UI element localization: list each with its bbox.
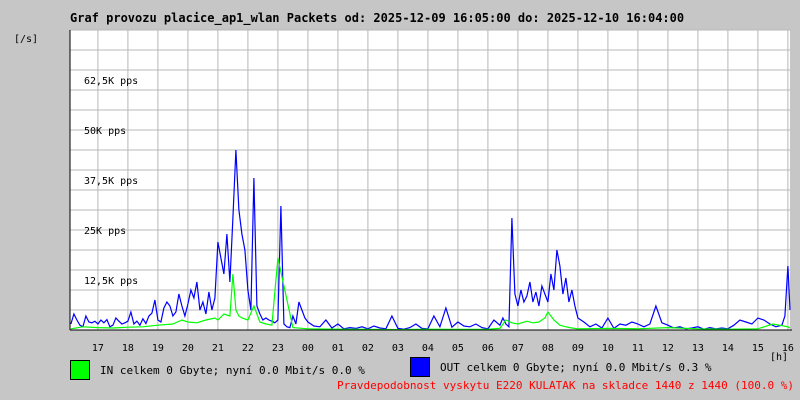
x-tick-label: 21: [212, 343, 224, 354]
x-tick-label: 02: [362, 343, 374, 354]
series-line-out: [70, 149, 791, 330]
legend-in: IN celkem 0 Gbyte; nyní 0.0 Mbit/s 0.0 %: [70, 359, 365, 381]
y-axis-label: [/s]: [14, 34, 38, 45]
x-tick-label: 06: [482, 343, 494, 354]
x-axis-label: [h]: [770, 352, 788, 363]
x-tick-label: 20: [182, 343, 194, 354]
x-tick-label: 16: [782, 343, 794, 354]
x-tick-label: 17: [92, 343, 104, 354]
x-tick-label: 13: [692, 343, 704, 354]
x-tick-label: 15: [752, 343, 764, 354]
y-tick-label: 25K pps: [84, 226, 126, 237]
series-layer: [70, 149, 791, 331]
y-tick-label: 62,5K pps: [84, 76, 138, 87]
x-tick-label: 12: [662, 343, 674, 354]
legend-out: OUT celkem 0 Gbyte; nyní 0.0 Mbit/s 0.3 …: [410, 356, 712, 378]
legend-in-swatch: [70, 360, 90, 380]
grid-lines: [70, 29, 790, 330]
x-tick-label: 04: [422, 343, 434, 354]
y-tick-label: 12,5K pps: [84, 276, 138, 287]
x-tick-labels: 17 18 19 20 21 22 23 00 01 02 03 04 05 06 07 08 09 10 11 12…: [92, 343, 794, 354]
legend-out-label: OUT celkem 0 Gbyte; nyní 0.0 Mbit/s 0.3 …: [440, 360, 712, 374]
legend-out-swatch: [410, 357, 430, 377]
x-tick-label: 11: [632, 343, 644, 354]
x-tick-label: 01: [332, 343, 344, 354]
chart-title: Graf provozu placice_ap1_wlan Packets od…: [70, 11, 684, 26]
x-tick-label: 03: [392, 343, 404, 354]
legend-in-label: IN celkem 0 Gbyte; nyní 0.0 Mbit/s 0.0 %: [100, 363, 365, 377]
x-tick-label: 00: [302, 343, 314, 354]
x-tick-label: 08: [542, 343, 554, 354]
x-tick-label: 09: [572, 343, 584, 354]
x-tick-label: 05: [452, 343, 464, 354]
x-tick-label: 18: [122, 343, 134, 354]
x-tick-label: 14: [722, 343, 734, 354]
footer-note: Pravdepodobnost vyskytu E220 KULATAK na …: [337, 379, 794, 392]
plot-area: [70, 30, 790, 330]
y-tick-labels: 12,5K pps 25K pps 37,5K pps 50K pps 62,5K pp…: [84, 76, 138, 287]
y-tick-label: 50K pps: [84, 126, 126, 137]
x-tick-label: 23: [272, 343, 284, 354]
y-tick-label: 37,5K pps: [84, 176, 138, 187]
x-tick-label: 10: [602, 343, 614, 354]
series-line-in: [70, 257, 791, 331]
x-tick-label: 19: [152, 343, 164, 354]
x-tick-label: 22: [242, 343, 254, 354]
x-tick-label: 07: [512, 343, 524, 354]
